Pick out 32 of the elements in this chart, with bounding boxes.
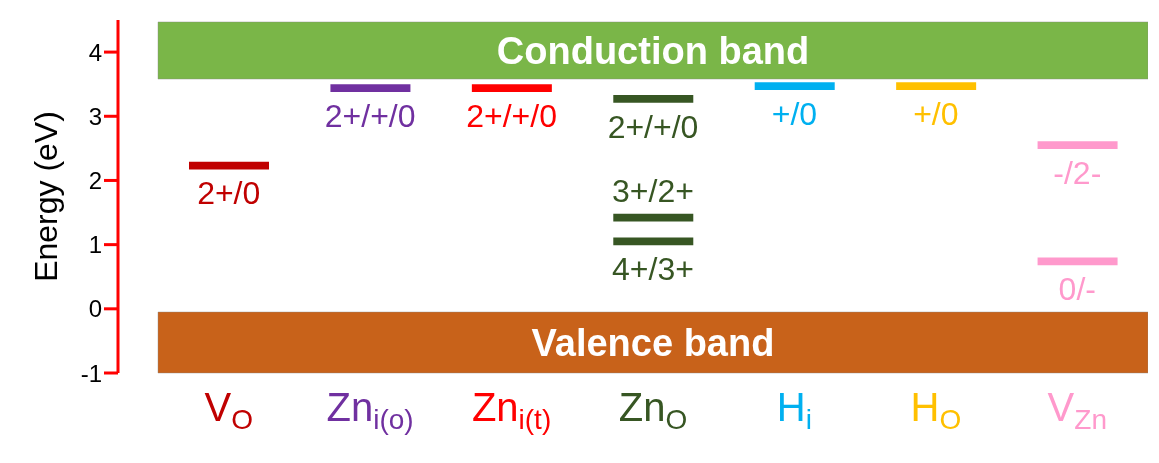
bar: [330, 84, 411, 92]
annotation: 2+/+/0: [607, 108, 699, 145]
annotation: -/2-: [1053, 154, 1102, 191]
x-tick-label: H$_{i}$: [776, 385, 812, 436]
annotation: 0/-: [1058, 270, 1096, 307]
y-tick-label: 1: [88, 231, 102, 259]
annotation: +/0: [913, 95, 959, 132]
x-tick-label: H$_{O}$: [910, 385, 962, 436]
band-label: Valence band: [531, 322, 775, 364]
bar: [189, 161, 269, 170]
bar: [896, 82, 977, 90]
band-label: Conduction band: [496, 29, 810, 72]
bar: [613, 237, 694, 246]
bar: [471, 84, 552, 92]
bar: [754, 82, 835, 90]
annotation: 2+/0: [197, 175, 261, 212]
annotation: 4+/3+: [612, 251, 694, 287]
x-tick-label: V$_{Zn}$: [1047, 385, 1107, 436]
y-tick-label: 4: [88, 38, 102, 66]
y-tick-label: 3: [88, 102, 102, 130]
y-tick-label: -1: [80, 359, 102, 387]
y-axis-title: Energy (eV): [28, 111, 65, 282]
x-tick-label: Zn$_{i(o)}$: [326, 385, 414, 436]
annotation: 3+/2+: [612, 172, 694, 209]
x-tick-label: Zn$_{i(t)}$: [471, 385, 552, 436]
y-tick-label: 2: [88, 166, 102, 194]
x-tick-label: V$_{O}$: [204, 385, 253, 436]
annotation: +/0: [771, 95, 818, 132]
y-tick-label: 0: [88, 295, 102, 323]
annotation: 2+/+/0: [466, 97, 557, 134]
annotation: 2+/+/0: [324, 97, 416, 134]
x-tick-label: Zn$_{O}$: [618, 385, 688, 436]
